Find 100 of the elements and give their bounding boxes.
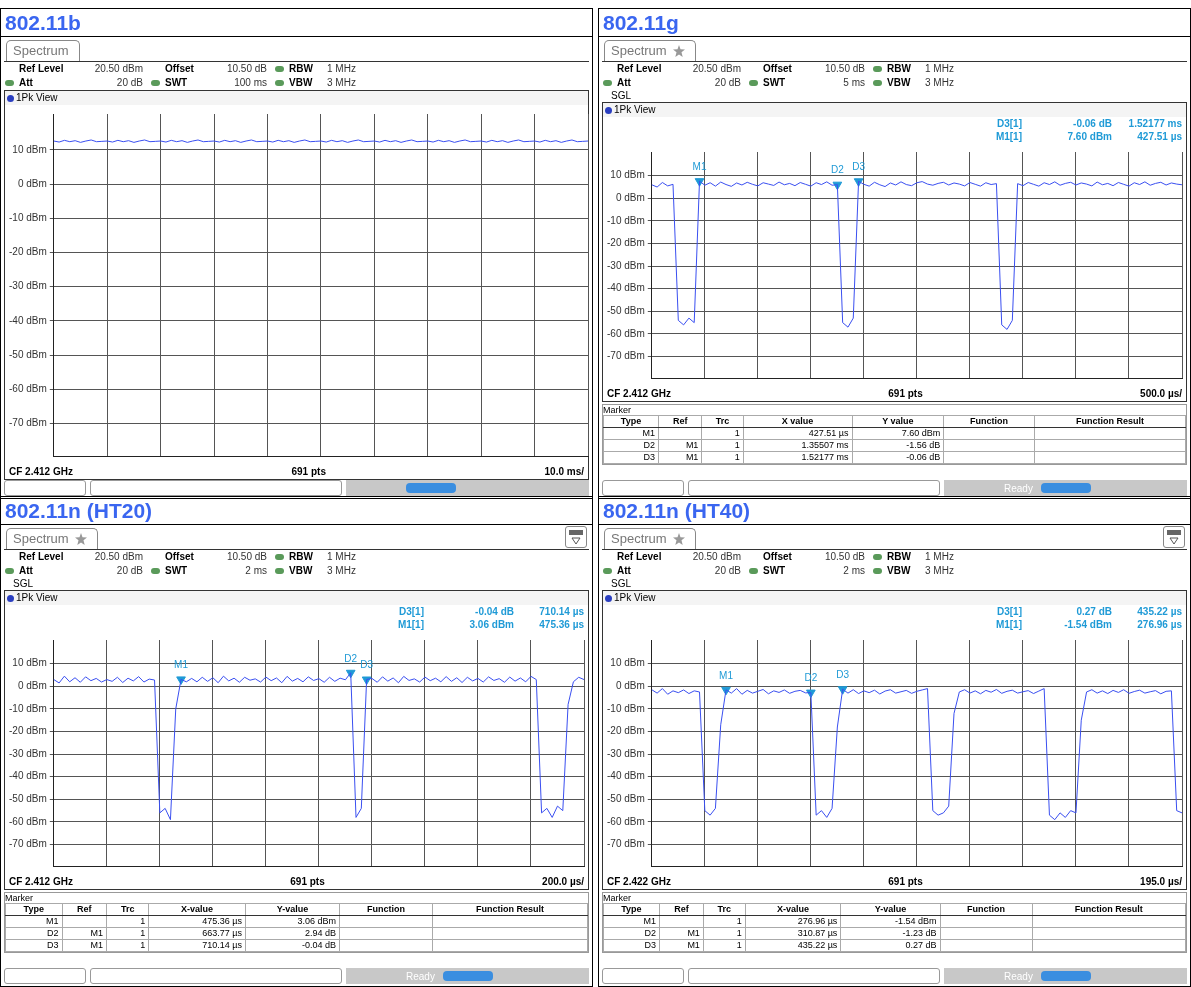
y-tick-label: -10 dBm <box>9 212 47 224</box>
chart-title: 802.11n (HT20) <box>1 497 592 525</box>
text: 435.22 µs <box>1136 605 1183 618</box>
text: Type <box>5 903 62 916</box>
y-tick-label: -20 dBm <box>9 725 47 737</box>
text: 100 ms <box>233 76 268 90</box>
text: Function <box>943 415 1035 428</box>
text: RBW <box>887 550 912 564</box>
text: M1 <box>62 927 107 940</box>
text: D2 <box>603 439 659 452</box>
text: Ref Level <box>617 62 663 76</box>
text: Trc <box>106 903 149 916</box>
text: 475.36 µs <box>148 915 246 928</box>
y-tick-label: -50 dBm <box>9 348 47 360</box>
text: -1.56 dB <box>852 439 944 452</box>
text: VBW <box>887 76 912 90</box>
y-tick-label: -10 dBm <box>607 702 645 714</box>
text: Ref Level <box>19 62 65 76</box>
text: 10.50 dB <box>225 62 268 76</box>
text: 663.77 µs <box>148 927 246 940</box>
text: 427.51 µs <box>1136 130 1183 143</box>
y-tick-label: 10 dBm <box>610 657 645 669</box>
text: 1 MHz <box>925 550 955 564</box>
text: 3 MHz <box>327 76 357 90</box>
y-tick-label: 0 dBm <box>17 177 47 189</box>
data-label: D2 <box>830 164 845 176</box>
text: 1 MHz <box>925 62 955 76</box>
text: Att <box>19 564 34 578</box>
text: 691 pts <box>290 875 325 889</box>
text: 20 dB <box>115 564 144 578</box>
text: 0.27 dB <box>1075 605 1113 618</box>
text: Offset <box>165 62 195 76</box>
text: 1.52177 ms <box>743 451 853 464</box>
text: 1Pk View <box>16 591 58 605</box>
text: -1.54 dBm <box>840 915 941 928</box>
text: RBW <box>289 62 314 76</box>
text: CF 2.422 GHz <box>607 875 671 889</box>
text: Ref <box>659 903 704 916</box>
text: Function Result <box>1034 415 1186 428</box>
text: 20 dB <box>713 564 742 578</box>
text: 1 <box>701 451 744 464</box>
y-tick-label: -50 dBm <box>607 793 645 805</box>
text: SGL <box>12 578 34 590</box>
text: Function <box>339 903 433 916</box>
text: D3 <box>603 939 660 952</box>
text: 276.96 µs <box>745 915 841 928</box>
text: 10.0 ms/ <box>544 465 584 479</box>
text: X value <box>743 415 853 428</box>
text: VBW <box>289 76 314 90</box>
y-tick-label: -20 dBm <box>607 725 645 737</box>
text: 1 <box>106 915 149 928</box>
text: D3 <box>5 939 62 952</box>
text: Offset <box>165 550 195 564</box>
text: 195.0 µs/ <box>1140 875 1182 889</box>
text: Offset <box>763 62 793 76</box>
text: Marker <box>5 893 34 903</box>
y-tick-label: 10 dBm <box>12 143 47 155</box>
data-label: D2 <box>344 652 358 664</box>
y-tick-label: -30 dBm <box>607 259 645 271</box>
text: -0.04 dB <box>245 939 340 952</box>
text: 2 ms <box>842 564 866 578</box>
text: 200.0 µs/ <box>542 875 584 889</box>
text: 1 <box>703 939 746 952</box>
text: D2 <box>603 927 660 940</box>
y-tick-label: -60 dBm <box>9 383 47 395</box>
text: CF 2.412 GHz <box>9 465 73 479</box>
text: Marker <box>603 893 632 903</box>
text: M1 <box>658 451 702 464</box>
text: 1 MHz <box>327 62 357 76</box>
text: -0.06 dB <box>1072 117 1113 130</box>
y-tick-label: -70 dBm <box>607 350 645 362</box>
text: SWT <box>763 564 787 578</box>
text: Spectrum <box>611 530 667 548</box>
text: SWT <box>165 76 189 90</box>
y-tick-label: -30 dBm <box>9 747 47 759</box>
text: 0.27 dB <box>840 939 941 952</box>
y-tick-label: -70 dBm <box>607 838 645 850</box>
y-tick-label: -10 dBm <box>9 702 47 714</box>
text: Trc <box>703 903 746 916</box>
y-tick-label: -40 dBm <box>607 770 645 782</box>
text: 427.51 µs <box>743 427 853 440</box>
text: M1 <box>659 939 704 952</box>
chart-title: 802.11n (HT40) <box>599 497 1190 525</box>
text: 10.50 dB <box>225 550 268 564</box>
text: 3 MHz <box>327 564 357 578</box>
text: Ref Level <box>617 550 663 564</box>
text: 691 pts <box>888 875 923 889</box>
y-tick-label: -30 dBm <box>9 280 47 292</box>
text: 7.60 dBm <box>1066 130 1113 143</box>
y-tick-label: 0 dBm <box>615 680 645 692</box>
chart-title: 802.11g <box>599 9 1190 37</box>
text: 10.50 dB <box>823 62 866 76</box>
text: D3[1] <box>996 605 1023 618</box>
text: Ref <box>62 903 107 916</box>
y-tick-label: -10 dBm <box>607 214 645 226</box>
y-tick-label: -40 dBm <box>607 282 645 294</box>
data-label: D3 <box>836 668 850 680</box>
text: 2.94 dB <box>245 927 340 940</box>
text: 710.14 µs <box>538 605 585 618</box>
text: -0.04 dB <box>474 605 515 618</box>
